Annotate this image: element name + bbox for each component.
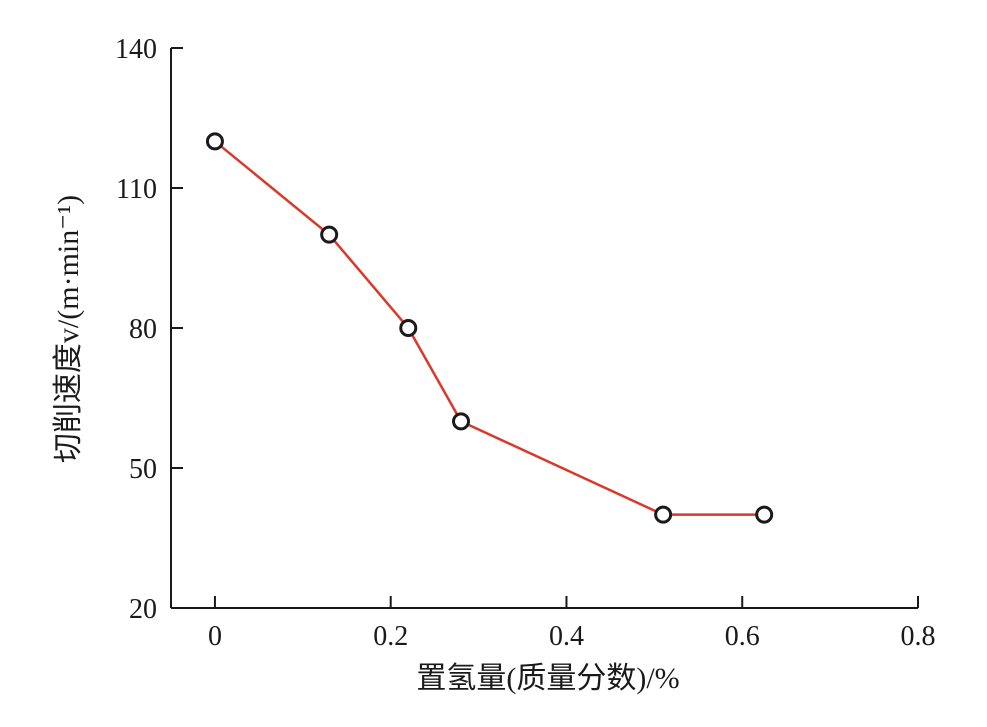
x-axis-title: 置氢量(质量分数)/%: [416, 662, 679, 695]
x-tick-label: 0.4: [549, 621, 584, 652]
x-tick-label: 0.2: [373, 621, 408, 652]
ticks: 20 50 80 110 140 0 0.2 0.4 0.6 0.8: [115, 34, 936, 652]
x-tick-label: 0: [208, 621, 222, 652]
data-point: [654, 505, 673, 524]
y-axis-title: 切削速度v/(m·min⁻¹): [52, 195, 85, 463]
x-tick-label: 0.8: [901, 621, 936, 652]
data-point: [320, 225, 339, 244]
y-tick-label: 50: [129, 454, 157, 485]
y-tick-label: 80: [129, 314, 157, 345]
axes: [170, 48, 918, 609]
series: [205, 132, 774, 524]
series-line: [214, 140, 765, 516]
y-tick-label: 140: [115, 34, 157, 65]
data-point: [399, 319, 418, 337]
y-tick-label: 110: [116, 174, 157, 205]
data-point: [755, 505, 774, 524]
y-tick-label: 20: [129, 594, 157, 625]
x-tick-label: 0.6: [725, 621, 760, 652]
data-point: [205, 132, 224, 151]
data-point: [452, 412, 471, 431]
